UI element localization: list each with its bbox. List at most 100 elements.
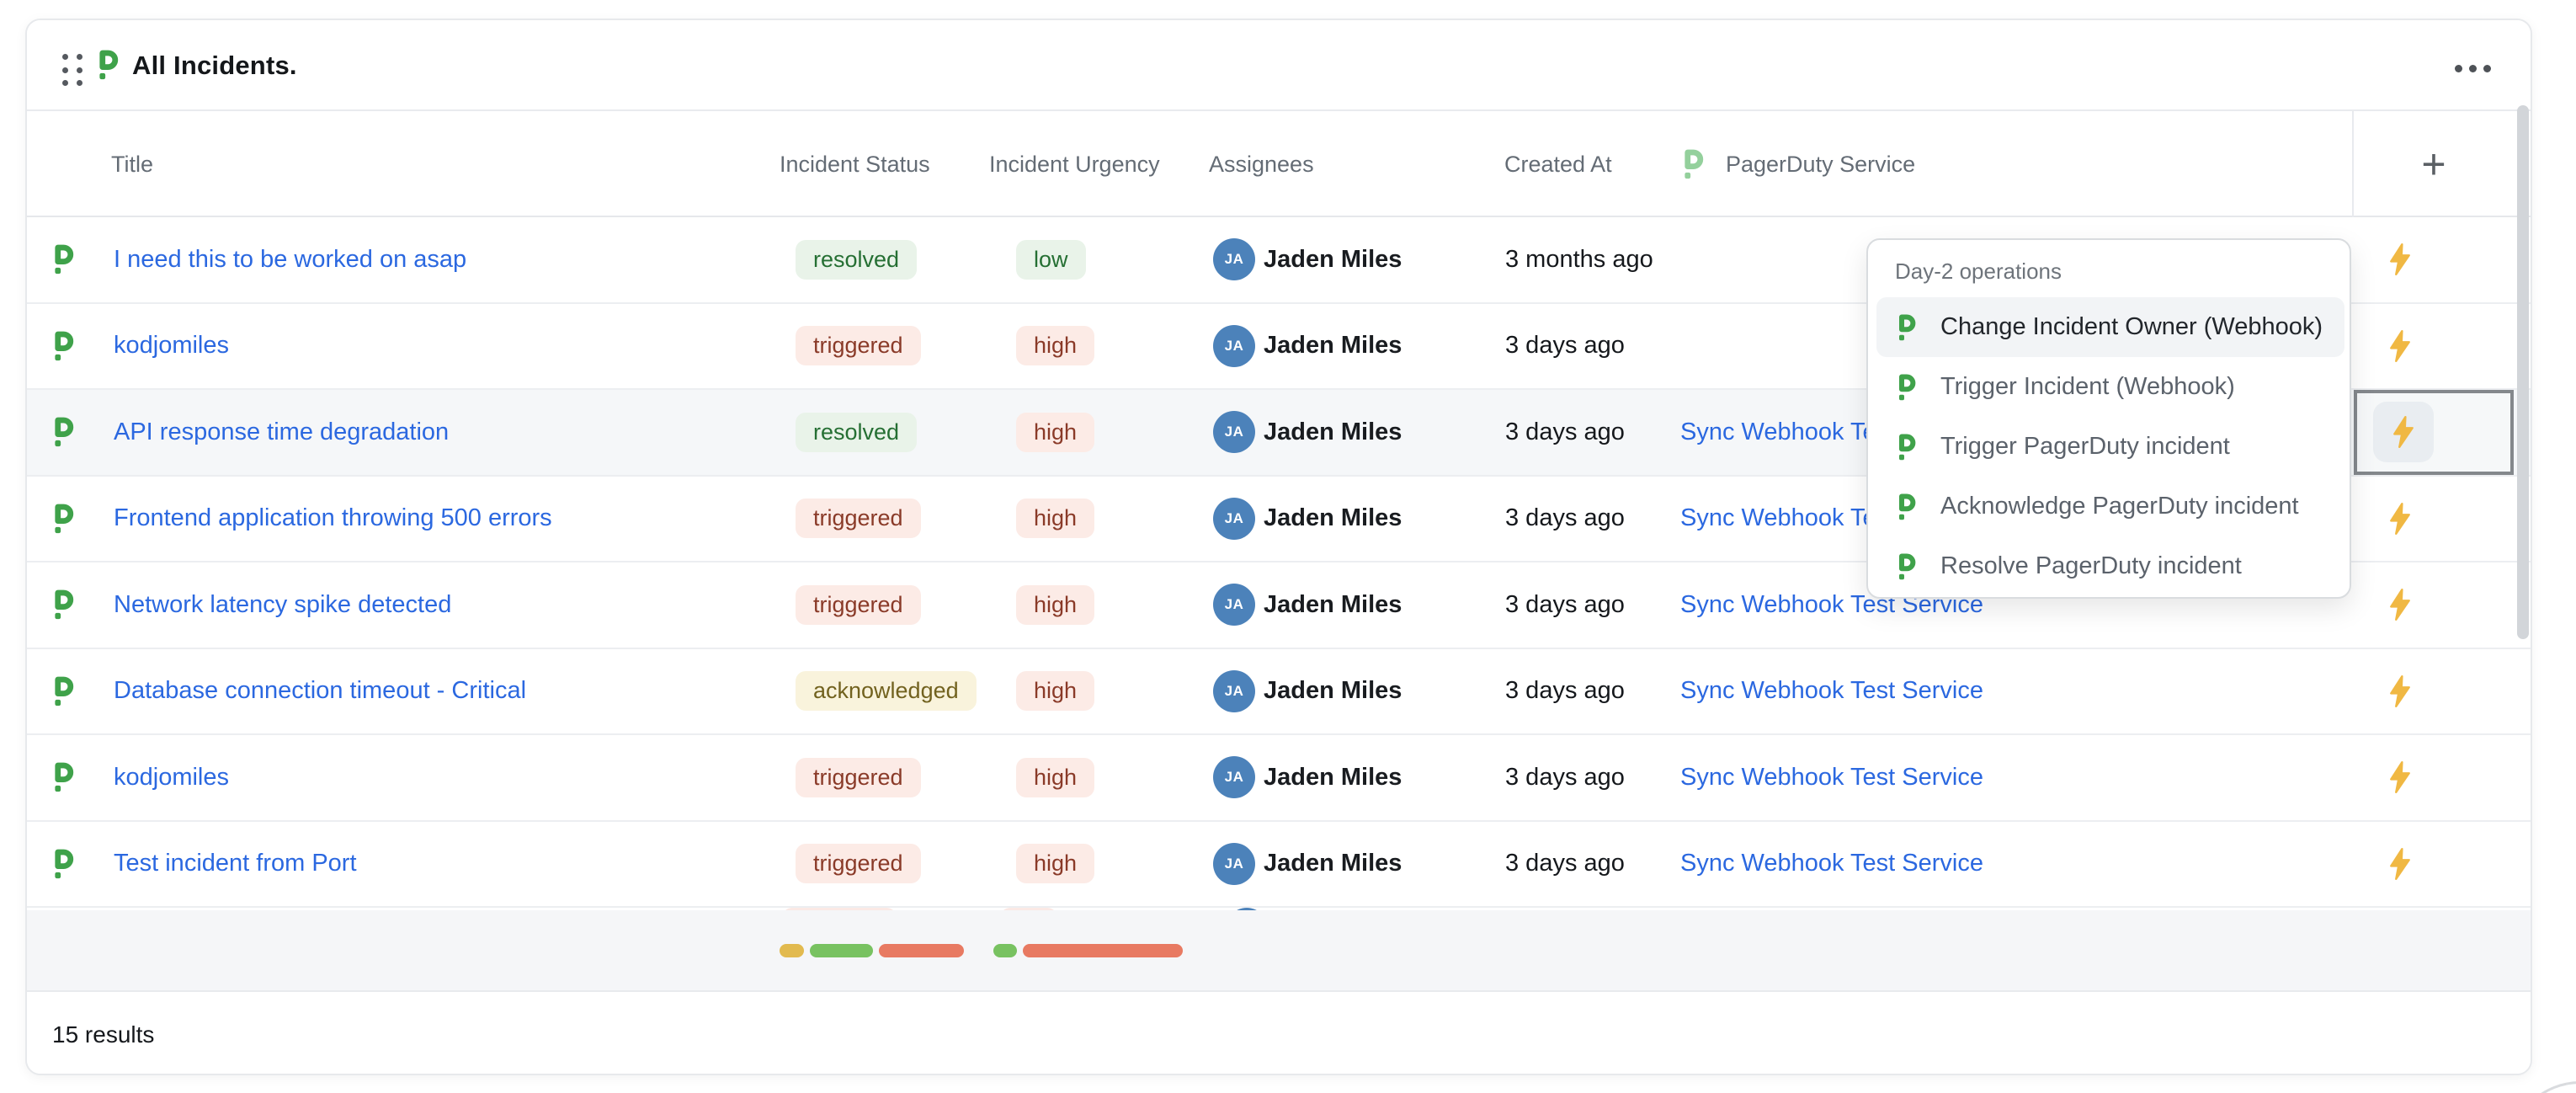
status-badge: triggered <box>796 584 921 625</box>
menu-section-label: Day-2 operations <box>1895 259 2062 284</box>
widget-title: All Incidents. <box>132 51 297 80</box>
incident-title-link[interactable]: Network latency spike detected <box>114 590 452 618</box>
urgency-badge: high <box>1016 326 1095 366</box>
assignee-avatar: JA <box>1213 324 1255 367</box>
run-action-button[interactable] <box>2370 488 2430 549</box>
status-badge: triggered <box>796 844 921 884</box>
lightning-bolt-icon <box>2390 329 2410 362</box>
created-at-value: 3 days ago <box>1505 504 1625 532</box>
assignee-avatar: JA <box>1213 584 1255 626</box>
incident-title-link[interactable]: Database connection timeout - Critical <box>114 677 527 705</box>
status-badge: resolved <box>796 239 918 280</box>
pagerduty-icon <box>1897 433 1917 461</box>
pagerduty-icon <box>1897 373 1917 402</box>
created-at-value: 3 days ago <box>1505 332 1625 360</box>
status-badge: triggered <box>796 757 921 797</box>
urgency-badge: high <box>1016 844 1095 884</box>
table-body: I need this to be worked on asap resolve… <box>27 217 2531 908</box>
assignee-avatar: JA <box>1213 842 1255 885</box>
incident-title-link[interactable]: API response time degradation <box>114 418 450 445</box>
lightning-bolt-icon <box>2390 243 2410 276</box>
run-action-button[interactable] <box>2370 834 2430 894</box>
menu-item-trigger-incident-webhook[interactable]: Trigger Incident (Webhook) <box>1876 357 2344 417</box>
run-action-button[interactable] <box>2370 574 2430 635</box>
incident-title-link[interactable]: Frontend application throwing 500 errors <box>114 504 552 532</box>
partial-avatar <box>1226 908 1268 912</box>
actions-cell <box>2354 562 2514 648</box>
column-header-assignees[interactable]: Assignees <box>1209 151 1314 177</box>
incident-title-link[interactable]: kodjomiles <box>114 763 229 791</box>
run-action-button[interactable] <box>2370 229 2430 290</box>
actions-cell <box>2354 735 2514 820</box>
incident-title-link[interactable]: I need this to be worked on asap <box>114 245 467 273</box>
floating-action-button-partial[interactable] <box>2509 1081 2576 1093</box>
pagerduty-icon <box>52 243 75 275</box>
drag-handle-icon[interactable] <box>62 54 84 86</box>
pagerduty-icon <box>1897 313 1917 342</box>
urgency-badge: low <box>1016 239 1086 280</box>
table-row[interactable]: Test incident from Port triggered high J… <box>27 821 2531 908</box>
lightning-bolt-icon <box>2390 502 2410 535</box>
pagerduty-icon <box>52 416 75 448</box>
menu-items: Change Incident Owner (Webhook) Trigger … <box>1876 297 2344 596</box>
incident-title-link[interactable]: Test incident from Port <box>114 850 357 877</box>
menu-item-resolve-pagerduty-incident[interactable]: Resolve PagerDuty incident <box>1876 536 2344 596</box>
pagerduty-icon <box>52 503 75 535</box>
add-column-button[interactable]: + <box>2421 141 2446 188</box>
assignee-avatar: JA <box>1213 238 1255 281</box>
actions-cell <box>2354 649 2514 734</box>
status-badge: triggered <box>796 326 921 366</box>
pagerduty-service-link[interactable]: Sync Webhook Test Service <box>1680 763 1983 791</box>
status-badge: resolved <box>796 412 918 452</box>
pagerduty-icon <box>52 675 75 707</box>
column-header-title[interactable]: Title <box>111 151 154 177</box>
menu-item-change-incident-owner[interactable]: Change Incident Owner (Webhook) <box>1876 297 2344 357</box>
column-header-status[interactable]: Incident Status <box>780 151 930 177</box>
pagerduty-icon <box>1897 552 1917 581</box>
incident-title-link[interactable]: kodjomiles <box>114 332 229 360</box>
menu-item-acknowledge-pagerduty-incident[interactable]: Acknowledge PagerDuty incident <box>1876 477 2344 536</box>
distribution-segment <box>993 944 1017 957</box>
pagerduty-logo-icon <box>97 49 120 81</box>
menu-item-trigger-pagerduty-incident[interactable]: Trigger PagerDuty incident <box>1876 417 2344 477</box>
assignee-name: Jaden Miles <box>1264 677 1402 705</box>
run-action-button[interactable] <box>2370 316 2430 376</box>
partial-table-row <box>27 908 2531 912</box>
assignee-name: Jaden Miles <box>1264 418 1402 445</box>
column-header-urgency[interactable]: Incident Urgency <box>989 151 1160 177</box>
pagerduty-icon <box>52 589 75 621</box>
urgency-badge: high <box>1016 499 1095 539</box>
lightning-bolt-icon <box>2390 847 2410 880</box>
run-action-button[interactable] <box>2370 747 2430 808</box>
summary-band <box>27 910 2531 992</box>
pagerduty-service-link[interactable]: Sync Webhook Test Service <box>1680 850 1983 877</box>
pagerduty-icon <box>52 330 75 362</box>
column-header-created[interactable]: Created At <box>1504 151 1612 177</box>
assignee-avatar: JA <box>1213 756 1255 799</box>
pagerduty-icon <box>52 761 75 793</box>
created-at-value: 3 days ago <box>1505 763 1625 791</box>
pagerduty-icon <box>52 848 75 880</box>
lightning-bolt-icon <box>2390 761 2410 794</box>
table-row[interactable]: Database connection timeout - Critical a… <box>27 648 2531 735</box>
run-action-button[interactable] <box>2370 661 2430 722</box>
lightning-bolt-icon <box>2390 589 2410 621</box>
distribution-segment <box>1023 944 1183 957</box>
status-badge: triggered <box>796 499 921 539</box>
assignee-name: Jaden Miles <box>1264 245 1402 273</box>
column-header-pagerduty-service[interactable]: PagerDuty Service <box>1726 151 1916 177</box>
urgency-badge: high <box>1016 412 1095 452</box>
created-at-value: 3 days ago <box>1505 418 1625 445</box>
table-footer: 15 results <box>27 994 2531 1074</box>
created-at-value: 3 months ago <box>1505 245 1653 273</box>
table-row[interactable]: kodjomiles triggered high JA Jaden Miles… <box>27 735 2531 822</box>
run-action-button[interactable] <box>2373 402 2434 463</box>
widget-menu-icon[interactable] <box>2455 65 2491 72</box>
actions-cell <box>2354 390 2514 475</box>
table-header-row: Title Incident Status Incident Urgency A… <box>27 111 2531 217</box>
pagerduty-service-link[interactable]: Sync Webhook Test Service <box>1680 677 1983 705</box>
actions-cell <box>2354 304 2514 389</box>
status-distribution-bar <box>780 944 964 957</box>
vertical-scrollbar[interactable] <box>2517 105 2529 639</box>
pagerduty-icon <box>1897 493 1917 521</box>
